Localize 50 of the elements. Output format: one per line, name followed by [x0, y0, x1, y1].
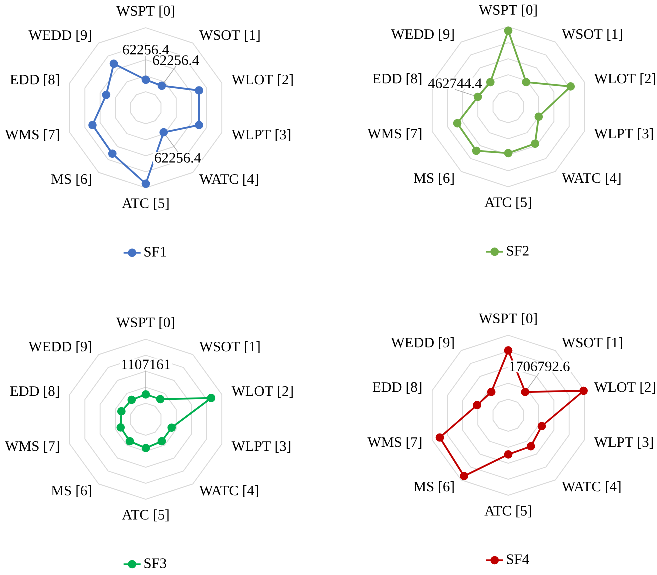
- spoke-label: WSPT [0]: [116, 317, 174, 330]
- spoke-label: WATC [4]: [562, 482, 621, 494]
- spoke-label: EDD [8]: [10, 386, 60, 398]
- spoke-label: WEDD [9]: [391, 29, 454, 41]
- legend-label: SF2: [507, 246, 529, 256]
- spoke-label: WMS [7]: [5, 130, 60, 142]
- spoke-label: MS [6]: [414, 173, 454, 185]
- spoke-label: WATC [4]: [200, 174, 258, 186]
- legend-label: SF4: [507, 554, 530, 564]
- legend-label: SF1: [144, 247, 166, 257]
- spoke-label: WEDD [9]: [28, 342, 92, 354]
- text: 62256.4: [153, 56, 200, 66]
- spoke-label: WLOT [2]: [232, 74, 293, 86]
- text: 62256.4: [155, 153, 202, 163]
- spoke-label: WLPT [3]: [232, 441, 291, 453]
- spoke-label: MS [6]: [414, 482, 454, 494]
- legend-label: SF3: [144, 558, 166, 568]
- spoke-label: ATC [5]: [122, 510, 169, 522]
- spoke-label: WMS [7]: [368, 128, 422, 140]
- spoke-label: WATC [4]: [562, 173, 621, 185]
- spoke-label: WEDD [9]: [391, 338, 454, 350]
- spoke-label: WMS [7]: [5, 441, 60, 453]
- spoke-label: ATC [5]: [122, 198, 169, 210]
- text: 1706792.6: [510, 362, 570, 372]
- spoke-label: WLPT [3]: [232, 130, 291, 142]
- spoke-label: WATC [4]: [200, 486, 258, 498]
- spoke-label: EDD [8]: [10, 74, 60, 86]
- spoke-label: ATC [5]: [484, 506, 532, 518]
- spoke-label: WSOT [1]: [562, 29, 622, 41]
- spoke-label: WLOT [2]: [232, 386, 293, 398]
- text: 1107161: [122, 360, 170, 370]
- spoke-label: WLPT [3]: [594, 437, 654, 449]
- spoke-label: WMS [7]: [368, 437, 422, 449]
- spoke-label: EDD [8]: [372, 74, 422, 86]
- spoke-label: WLPT [3]: [594, 128, 654, 140]
- text: 462744.4: [428, 78, 482, 88]
- spoke-label: WSPT [0]: [479, 4, 537, 17]
- spoke-label: EDD [8]: [372, 382, 422, 394]
- spoke-label: WEDD [9]: [28, 30, 92, 42]
- spoke-label: WSPT [0]: [116, 6, 174, 18]
- text: 62256.4: [123, 45, 170, 55]
- spoke-label: MS [6]: [52, 486, 92, 498]
- spoke-label: MS [6]: [52, 174, 92, 186]
- spoke-label: ATC [5]: [484, 197, 532, 210]
- spoke-label: WSOT [1]: [200, 30, 260, 42]
- spoke-label: WSPT [0]: [479, 313, 537, 326]
- spoke-label: WSOT [1]: [562, 338, 622, 350]
- spoke-label: WLOT [2]: [594, 74, 656, 86]
- spoke-label: WLOT [2]: [594, 382, 656, 394]
- spoke-label: WSOT [1]: [200, 342, 260, 354]
